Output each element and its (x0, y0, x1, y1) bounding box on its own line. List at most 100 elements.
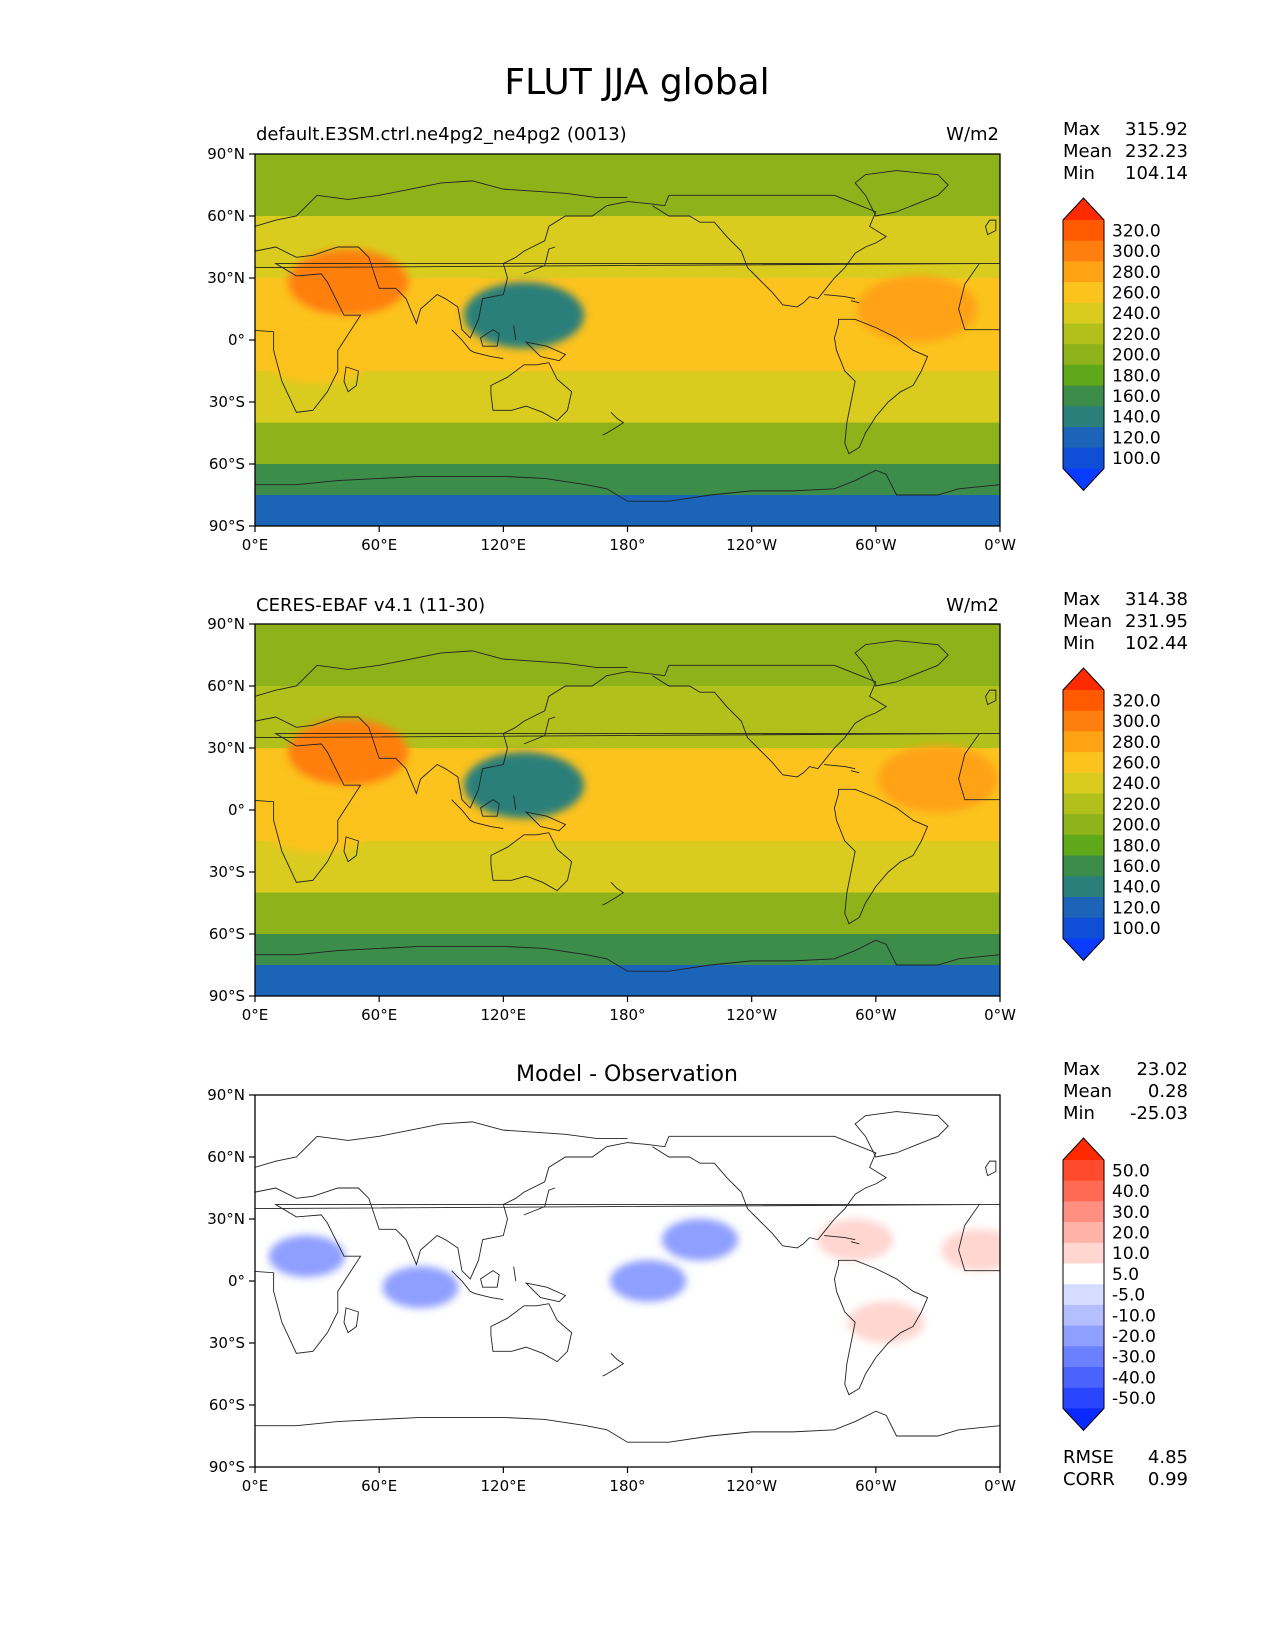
field-feature (288, 719, 409, 786)
colorbar-segment (1063, 1242, 1104, 1264)
x-tick-label: 60°W (855, 536, 897, 554)
field-feature (877, 746, 998, 812)
colorbar-label: 300.0 (1112, 712, 1161, 732)
coastline (452, 326, 566, 361)
coastline (344, 1308, 358, 1333)
x-tick-label: 0°W (984, 1006, 1016, 1024)
coastline (344, 367, 358, 392)
y-tick-label: 90°S (209, 1458, 245, 1476)
panel-obs-axes: 0°E 60°E 120°E 180° 120°W 60°W 0°W 90°N 60°N 30°N… (207, 615, 1016, 1024)
colorbar-label: 10.0 (1112, 1244, 1150, 1264)
colorbar-segment (1063, 261, 1104, 283)
colorbar-segment (1063, 282, 1104, 304)
coastline (452, 1267, 566, 1302)
colorbar-label: 160.0 (1112, 857, 1161, 877)
coastline (524, 1188, 555, 1215)
coastline (986, 690, 996, 704)
colorbar-label: 280.0 (1112, 263, 1161, 283)
stat-mean-label: Mean (1063, 141, 1112, 162)
colorbar-segment (1063, 814, 1104, 836)
colorbar-outline (1062, 1137, 1105, 1432)
coastline (834, 789, 927, 923)
colorbar-segment (1063, 344, 1104, 366)
field-band (255, 154, 1000, 216)
colorbar-label: 40.0 (1112, 1182, 1150, 1202)
colorbar-label: 50.0 (1112, 1161, 1150, 1181)
colorbar-label: 100.0 (1112, 919, 1161, 939)
coastline (855, 1112, 948, 1157)
y-tick-label: 60°N (207, 207, 245, 225)
colorbar-label: 220.0 (1112, 325, 1161, 345)
coastline (603, 1353, 624, 1376)
coastline (220, 264, 979, 413)
coastline (524, 717, 555, 744)
colorbar-segment (1063, 1325, 1104, 1347)
panel-obs-colorbar: 320.0300.0280.0260.0240.0220.0200.0180.0… (1062, 667, 1161, 962)
panel-model-units: W/m2 (946, 124, 999, 145)
stat-mean-value: 0.28 (1148, 1081, 1188, 1102)
field-feature (661, 1218, 738, 1261)
field-band (255, 464, 1000, 495)
colorbar-segment (1063, 364, 1104, 387)
field-feature (817, 1218, 894, 1261)
y-tick-label: 0° (228, 331, 245, 349)
coastline (255, 651, 628, 696)
colorbar-segment (1063, 427, 1104, 449)
x-tick-label: 0°W (984, 1477, 1016, 1495)
colorbar-segment (1063, 731, 1104, 753)
colorbar-segment (1063, 752, 1104, 774)
coastline (824, 765, 859, 773)
stat-min-value: 102.44 (1125, 633, 1188, 654)
colorbar-label: 100.0 (1112, 449, 1161, 469)
y-tick-label: 90°N (207, 1086, 245, 1104)
coastline (824, 295, 859, 303)
coastline (220, 1205, 979, 1354)
coastline (603, 412, 624, 435)
coastline (255, 1136, 669, 1279)
colorbar-label: 200.0 (1112, 816, 1161, 836)
y-tick-label: 60°N (207, 1148, 245, 1166)
colorbar-label: 280.0 (1112, 733, 1161, 753)
stat-min-label: Min (1063, 633, 1095, 654)
stat-max-label: Max (1063, 589, 1101, 610)
stat-min-value: -25.03 (1130, 1103, 1188, 1124)
panel-model-field (255, 154, 1000, 526)
coastline (834, 1260, 927, 1394)
coastline (855, 171, 948, 216)
colorbar-label: 300.0 (1112, 242, 1161, 262)
colorbar-label: 320.0 (1112, 221, 1161, 241)
stat-max-value: 314.38 (1125, 589, 1188, 610)
colorbar-segment (1063, 772, 1104, 794)
panel-diff-colorbar: 50.040.030.020.010.05.0-5.0-10.0-20.0-30… (1062, 1137, 1156, 1432)
y-tick-label: 60°S (209, 925, 245, 943)
panel-obs-units: W/m2 (946, 595, 999, 616)
figure-title: FLUT JJA global (504, 62, 769, 103)
coastline (652, 195, 886, 307)
colorbar-label: 180.0 (1112, 836, 1161, 856)
colorbar-segment (1063, 834, 1104, 857)
coastline (255, 470, 1000, 501)
colorbar-label: 140.0 (1112, 878, 1161, 898)
colorbar-extend-bottom (1063, 938, 1104, 961)
colorbar-label: 220.0 (1112, 795, 1161, 815)
panel-diff-field (255, 1095, 1000, 1467)
field-feature (475, 1260, 552, 1302)
field-band (255, 422, 1000, 464)
colorbar-segment (1063, 1160, 1104, 1182)
panel-obs-left-title: CERES-EBAF v4.1 (11-30) (256, 595, 485, 616)
colorbar-segment (1063, 876, 1104, 898)
field-feature (464, 752, 585, 819)
x-tick-label: 0°W (984, 536, 1016, 554)
coastline (491, 833, 572, 891)
field-band (255, 892, 1000, 934)
y-tick-label: 90°S (209, 517, 245, 535)
colorbar-segment (1063, 220, 1104, 242)
field-band (255, 841, 1000, 893)
y-tick-label: 30°S (209, 1334, 245, 1352)
colorbar-segment (1063, 1346, 1104, 1368)
panel-model-coastlines (220, 171, 1000, 502)
y-tick-label: 60°S (209, 455, 245, 473)
colorbar-segment (1063, 323, 1104, 345)
x-tick-label: 60°E (361, 1477, 397, 1495)
colorbar-label: 240.0 (1112, 774, 1161, 794)
